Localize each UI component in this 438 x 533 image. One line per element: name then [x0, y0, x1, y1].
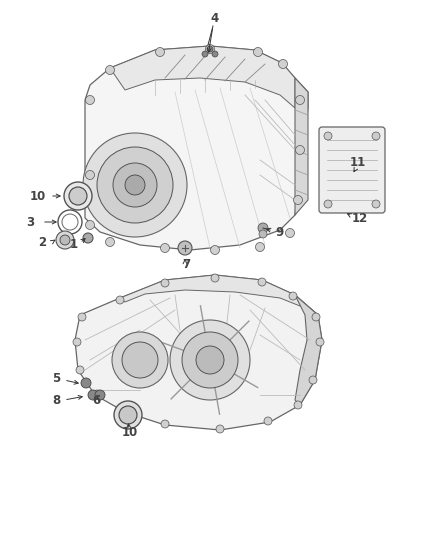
Circle shape	[73, 338, 81, 346]
Text: 12: 12	[352, 212, 368, 224]
Circle shape	[97, 147, 173, 223]
Circle shape	[160, 244, 170, 253]
Circle shape	[255, 243, 265, 252]
Text: 10: 10	[122, 425, 138, 439]
Circle shape	[78, 313, 86, 321]
Circle shape	[122, 342, 158, 378]
Circle shape	[60, 235, 70, 245]
Circle shape	[112, 332, 168, 388]
Circle shape	[286, 229, 294, 238]
Circle shape	[161, 420, 169, 428]
Circle shape	[202, 51, 208, 57]
Circle shape	[64, 182, 92, 210]
Text: 10: 10	[30, 190, 46, 203]
Circle shape	[258, 223, 268, 233]
Circle shape	[216, 425, 224, 433]
Circle shape	[264, 417, 272, 425]
Text: 7: 7	[182, 259, 190, 271]
Circle shape	[178, 241, 192, 255]
Text: 2: 2	[38, 236, 46, 248]
Polygon shape	[75, 275, 322, 430]
Circle shape	[312, 313, 320, 321]
Circle shape	[113, 163, 157, 207]
Circle shape	[119, 406, 137, 424]
Circle shape	[258, 278, 266, 286]
Circle shape	[294, 401, 302, 409]
Circle shape	[324, 132, 332, 140]
Text: 4: 4	[211, 12, 219, 25]
Circle shape	[170, 320, 250, 400]
Circle shape	[56, 231, 74, 249]
Text: 11: 11	[350, 156, 366, 168]
Circle shape	[316, 338, 324, 346]
Polygon shape	[85, 46, 308, 250]
Circle shape	[76, 366, 84, 374]
Polygon shape	[295, 78, 308, 215]
Text: 1: 1	[70, 238, 78, 251]
Circle shape	[85, 95, 95, 104]
Circle shape	[114, 401, 142, 429]
Circle shape	[85, 171, 95, 180]
Circle shape	[106, 238, 114, 246]
Circle shape	[293, 196, 303, 205]
Circle shape	[289, 292, 297, 300]
Text: 6: 6	[92, 393, 100, 407]
Circle shape	[279, 60, 287, 69]
Circle shape	[309, 376, 317, 384]
Circle shape	[296, 146, 304, 155]
Circle shape	[254, 47, 262, 56]
Circle shape	[161, 279, 169, 287]
Circle shape	[211, 274, 219, 282]
Circle shape	[95, 390, 105, 400]
FancyBboxPatch shape	[319, 127, 385, 213]
Circle shape	[83, 133, 187, 237]
Circle shape	[93, 390, 101, 398]
Circle shape	[88, 390, 98, 400]
Text: 9: 9	[276, 225, 284, 238]
Circle shape	[372, 132, 380, 140]
Circle shape	[106, 66, 114, 75]
Circle shape	[207, 46, 213, 52]
Circle shape	[182, 332, 238, 388]
Circle shape	[205, 44, 215, 53]
Circle shape	[155, 47, 165, 56]
Circle shape	[212, 51, 218, 57]
Polygon shape	[120, 275, 318, 315]
Circle shape	[123, 407, 131, 415]
Circle shape	[372, 200, 380, 208]
Circle shape	[69, 187, 87, 205]
Circle shape	[196, 346, 224, 374]
Circle shape	[83, 233, 93, 243]
Polygon shape	[295, 295, 322, 405]
Text: 8: 8	[52, 393, 60, 407]
Text: 3: 3	[26, 215, 34, 229]
Circle shape	[296, 95, 304, 104]
Circle shape	[324, 200, 332, 208]
Circle shape	[259, 230, 267, 238]
Polygon shape	[110, 46, 295, 108]
Text: 5: 5	[52, 372, 60, 384]
Circle shape	[81, 378, 91, 388]
Circle shape	[211, 246, 219, 254]
Circle shape	[116, 296, 124, 304]
Circle shape	[85, 221, 95, 230]
Circle shape	[125, 175, 145, 195]
